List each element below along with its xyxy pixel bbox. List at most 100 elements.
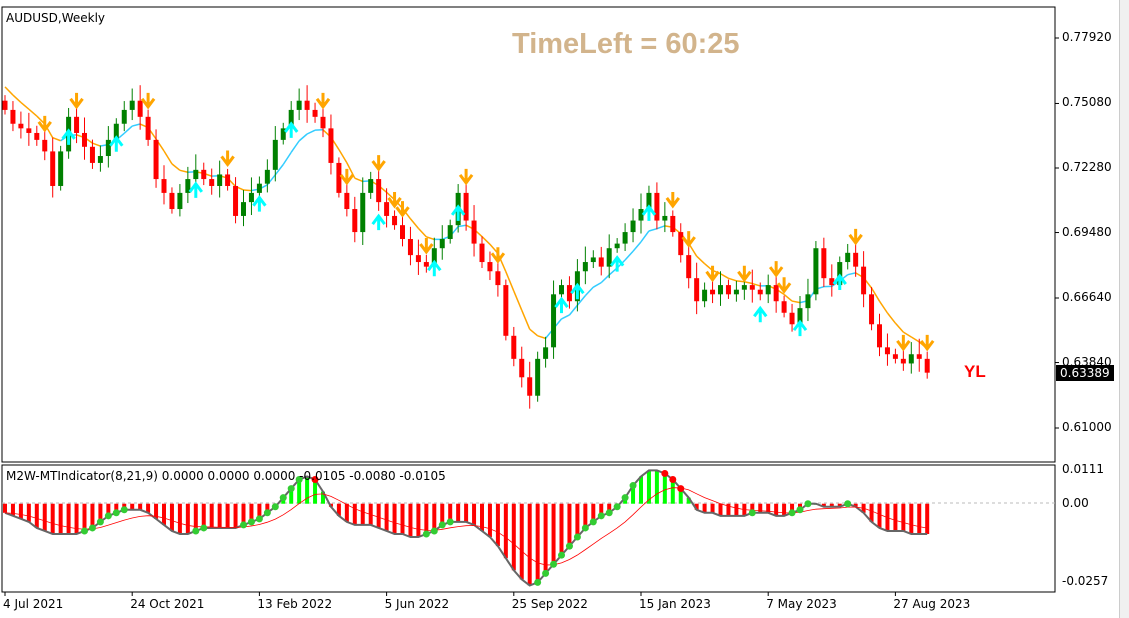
candle-body <box>725 285 731 295</box>
histogram-bar <box>209 503 214 528</box>
histogram-bar <box>893 503 898 531</box>
histogram-bar <box>758 503 763 513</box>
histogram-bar <box>241 503 246 525</box>
histogram-bar <box>74 503 79 534</box>
candle-body <box>241 202 246 216</box>
histogram-bar <box>853 503 858 507</box>
ma-segment <box>4 86 14 96</box>
histogram-bar <box>710 503 715 513</box>
rising-dot <box>542 569 550 577</box>
histogram-bar <box>169 503 174 531</box>
ma-segment <box>632 241 642 252</box>
up-arrow-icon <box>252 195 267 212</box>
ma-segment <box>338 149 348 164</box>
histogram-bar <box>193 503 198 531</box>
candle-body <box>551 294 557 348</box>
down-arrow-icon <box>848 228 863 246</box>
candle-body <box>646 192 652 210</box>
rising-dot <box>788 509 796 517</box>
ma-segment <box>243 189 252 192</box>
scrollbar[interactable] <box>1119 0 1129 618</box>
histogram-bar <box>90 503 95 528</box>
candle-body <box>805 294 811 309</box>
candle-body <box>169 192 175 210</box>
candle-body <box>694 278 700 302</box>
down-arrow-icon <box>665 191 680 209</box>
rising-dot <box>192 527 200 535</box>
down-arrow-icon <box>737 265 752 283</box>
candle-body <box>718 285 723 295</box>
histogram-bar <box>106 503 111 516</box>
rising-dot <box>565 542 573 550</box>
histogram-bar <box>321 491 325 504</box>
candle-body <box>344 192 350 210</box>
price-axis-label: 0.61000 <box>1062 420 1112 434</box>
candle-body <box>288 109 294 129</box>
ma-segment <box>123 125 133 134</box>
histogram-bar <box>480 503 484 531</box>
candle-body <box>821 248 827 279</box>
histogram-bar <box>519 503 524 580</box>
candle-body <box>336 162 342 193</box>
time-axis-label: 15 Jan 2023 <box>639 597 711 611</box>
histogram-bar <box>734 503 739 516</box>
falling-dot <box>661 469 669 477</box>
candle-body <box>741 285 747 290</box>
candle-body <box>471 220 477 244</box>
histogram-bar <box>503 503 508 559</box>
ma-segment <box>354 177 364 183</box>
candle-body <box>177 192 183 210</box>
candle-body <box>519 358 525 378</box>
histogram-bar <box>201 503 206 528</box>
candle-body <box>328 128 334 163</box>
candle-body <box>42 139 48 152</box>
histogram-bar <box>3 503 7 513</box>
histogram-bar <box>686 497 691 504</box>
ma-segment <box>744 281 753 285</box>
candle-body <box>145 116 151 140</box>
rising-dot <box>804 500 812 508</box>
down-arrow-icon <box>371 155 386 172</box>
histogram-bar <box>702 503 707 513</box>
indicator-lines <box>4 469 928 587</box>
histogram-bar <box>249 503 254 522</box>
candle-body <box>400 225 405 239</box>
candle-body <box>415 255 421 263</box>
rising-dot <box>295 476 303 484</box>
histogram-bar <box>432 503 437 531</box>
ma-segment <box>28 108 38 117</box>
axis-ticks <box>4 37 1059 596</box>
rising-dot <box>430 527 438 535</box>
histogram-bar <box>654 470 659 504</box>
histogram-bar <box>344 503 349 522</box>
histogram-bar <box>472 503 477 525</box>
ma-segment <box>894 322 904 333</box>
ma-segment <box>298 133 308 142</box>
rising-dot <box>550 560 558 568</box>
ma-segment <box>529 328 539 337</box>
candle-body <box>861 266 867 295</box>
price-axis-label: 0.72280 <box>1062 160 1112 174</box>
candle-body <box>900 358 906 364</box>
down-arrow-icon <box>776 277 792 294</box>
histogram-bar <box>313 479 318 504</box>
indicator-axis-label: -0.0257 <box>1062 573 1109 588</box>
ma-segment <box>282 151 292 165</box>
candle-body <box>264 169 270 184</box>
candle-body <box>256 183 262 193</box>
down-arrow-icon <box>37 115 52 133</box>
rising-dot <box>605 509 613 517</box>
time-left: TimeLeft = 60:25 <box>512 28 740 60</box>
candle-body <box>535 358 541 396</box>
candle-body <box>225 174 231 186</box>
candle-body <box>320 116 326 129</box>
current-price: 0.63389 <box>1056 365 1114 381</box>
signal-line <box>4 487 928 566</box>
candle-body <box>201 169 207 180</box>
histogram-bar <box>265 503 270 513</box>
ma-segment <box>132 123 141 127</box>
histogram-bar <box>400 503 405 534</box>
histogram-bar <box>495 503 500 547</box>
candle-body <box>296 100 302 110</box>
candle-body <box>153 139 159 180</box>
